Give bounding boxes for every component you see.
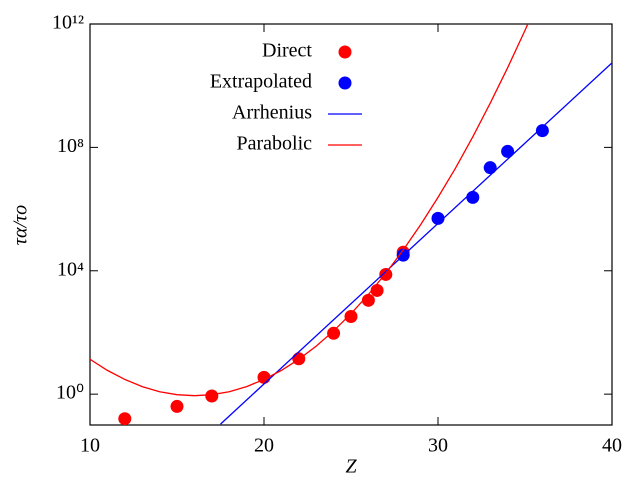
data-point bbox=[535, 124, 549, 138]
legend-swatch bbox=[338, 45, 352, 59]
y-tick-label: 10⁸ bbox=[57, 135, 84, 157]
legend-label: Arrhenius bbox=[232, 102, 312, 124]
x-tick-label: 20 bbox=[254, 435, 274, 457]
data-point bbox=[431, 211, 445, 225]
data-point bbox=[501, 144, 515, 158]
x-tick-label: 30 bbox=[428, 435, 448, 457]
y-axis-label: τα/τo bbox=[10, 205, 32, 245]
legend-label: Direct bbox=[262, 40, 312, 62]
data-point bbox=[170, 399, 184, 413]
data-point bbox=[344, 309, 358, 323]
data-point bbox=[118, 412, 132, 425]
data-line bbox=[90, 24, 529, 397]
data-point bbox=[205, 389, 219, 403]
data-line bbox=[220, 62, 612, 425]
x-axis-label: Z bbox=[345, 456, 357, 478]
plot-frame bbox=[89, 23, 613, 426]
y-tick-label: 10¹² bbox=[52, 12, 84, 34]
legend-swatch bbox=[338, 76, 352, 90]
y-tick-label: 10⁰ bbox=[56, 382, 84, 404]
data-point bbox=[327, 326, 341, 340]
data-point bbox=[466, 190, 480, 204]
data-point bbox=[361, 293, 375, 307]
data-point bbox=[483, 161, 497, 175]
legend-label: Extrapolated bbox=[210, 71, 312, 93]
legend-label: Parabolic bbox=[236, 133, 312, 155]
x-tick-label: 10 bbox=[80, 435, 100, 457]
x-tick-label: 40 bbox=[602, 435, 622, 457]
plot-area bbox=[90, 24, 612, 425]
y-tick-label: 10⁴ bbox=[57, 258, 84, 280]
